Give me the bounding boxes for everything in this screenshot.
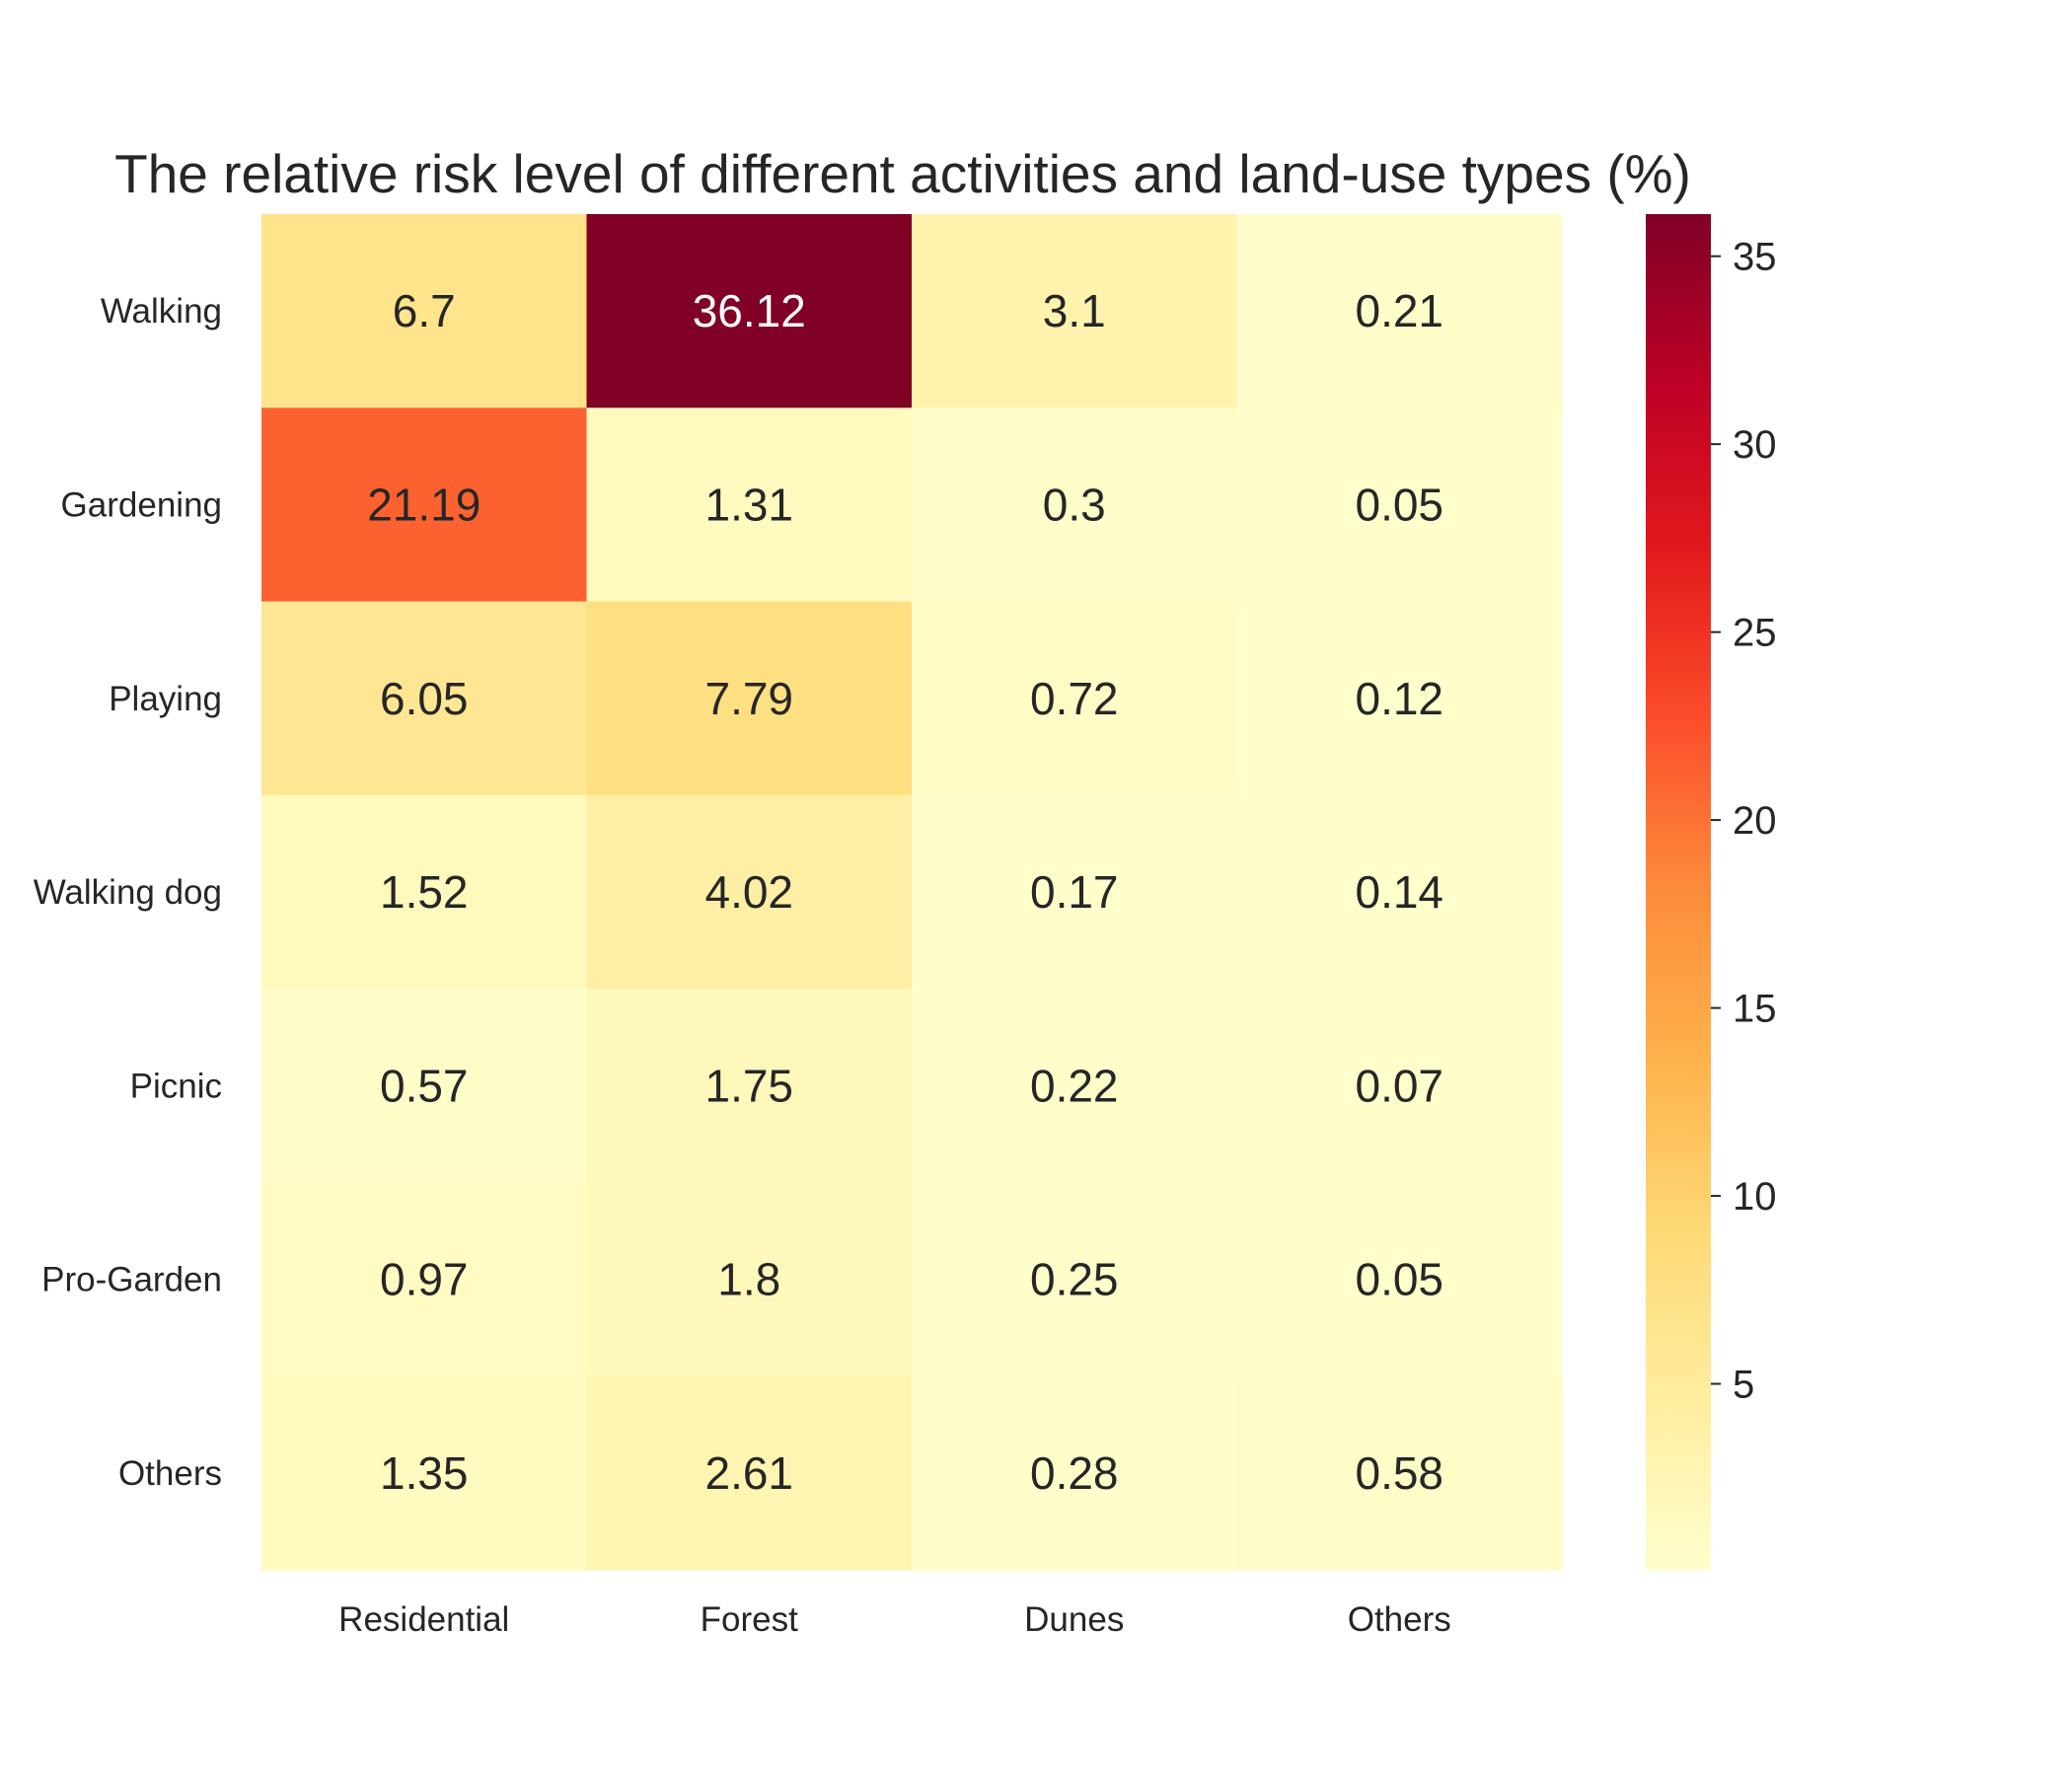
cell-value-label: 6.7: [393, 285, 456, 336]
heatmap-cell: [1236, 407, 1563, 603]
heatmap-cell: [586, 601, 913, 796]
cell-value-label: 7.79: [704, 673, 793, 724]
colorbar-tick-label: 35: [1733, 236, 1777, 279]
heatmap-cell: [912, 601, 1238, 796]
cell-value-label: 0.21: [1355, 285, 1443, 336]
cell-value-label: 0.05: [1355, 479, 1443, 530]
row-tick-label: Walking dog: [34, 873, 222, 912]
heatmap-cell: [261, 1182, 588, 1377]
cell-value-label: 0.22: [1030, 1060, 1119, 1111]
cell-value-label: 21.19: [367, 479, 481, 530]
heatmap-cell: [261, 601, 588, 796]
chart-title: The relative risk level of different act…: [114, 143, 1691, 204]
cell-value-label: 0.05: [1355, 1254, 1443, 1305]
cell-value-label: 0.12: [1355, 673, 1443, 724]
heatmap-cell: [912, 214, 1238, 408]
heatmap-cell: [912, 1182, 1238, 1377]
colorbar-tick-label: 15: [1733, 988, 1777, 1031]
heatmap-cell: [261, 214, 588, 408]
heatmap-cell: [586, 989, 913, 1184]
heatmap-cell: [586, 407, 913, 603]
cell-value-label: 0.07: [1355, 1060, 1443, 1111]
cell-value-label: 1.31: [704, 479, 793, 530]
heatmap-cell: [586, 1182, 913, 1377]
cell-value-label: 36.12: [693, 285, 806, 336]
heatmap-cell: [1236, 214, 1563, 408]
row-tick-label: Picnic: [130, 1067, 222, 1105]
row-tick-label: Pro-Garden: [41, 1261, 222, 1299]
cell-value-label: 6.05: [380, 673, 469, 724]
cell-value-label: 0.17: [1030, 866, 1119, 918]
heatmap-cell: [1236, 989, 1563, 1184]
heatmap-cell: [586, 1375, 913, 1571]
cell-value-label: 0.58: [1355, 1447, 1443, 1499]
row-tick-label: Walking: [101, 292, 222, 331]
cell-value-label: 1.75: [704, 1060, 793, 1111]
cell-value-label: 0.25: [1030, 1254, 1119, 1305]
colorbar-tick-label: 25: [1733, 612, 1777, 655]
cell-value-label: 0.97: [380, 1254, 469, 1305]
cell-value-label: 2.61: [704, 1447, 793, 1499]
heatmap-cell-labels: 6.7 36.12 3.1 0.21 21.19 1.31 0.3 0.05 6.05 7.79 0…: [367, 285, 1443, 1499]
column-tick-label: Residential: [338, 1600, 509, 1639]
column-tick-label: Others: [1348, 1600, 1451, 1639]
heatmap-cell: [912, 1375, 1238, 1571]
cell-value-label: 0.28: [1030, 1447, 1119, 1499]
row-tick-labels: Walking Gardening Playing Walking dog Picnic…: [34, 292, 222, 1493]
colorbar-tick-label: 20: [1733, 799, 1777, 843]
heatmap-cell: [912, 407, 1238, 603]
cell-value-label: 1.52: [380, 866, 469, 918]
cell-value-label: 0.72: [1030, 673, 1119, 724]
heatmap-cell: [261, 407, 588, 603]
heatmap-cell: [261, 1375, 588, 1571]
column-tick-label: Dunes: [1024, 1600, 1124, 1639]
heatmap-cell: [1236, 794, 1563, 990]
heatmap-cell: [261, 794, 588, 990]
heatmap-cell: [1236, 1375, 1563, 1571]
cell-value-label: 1.8: [717, 1254, 780, 1305]
cell-value-label: 1.35: [380, 1447, 469, 1499]
cell-value-label: 0.57: [380, 1060, 469, 1111]
cell-value-label: 0.14: [1355, 866, 1443, 918]
row-tick-label: Playing: [109, 680, 222, 718]
heatmap-cell: [912, 989, 1238, 1184]
column-tick-labels: Residential Forest Dunes Others: [338, 1600, 1451, 1639]
heatmap-cell: [261, 989, 588, 1184]
colorbar-tick-label: 5: [1733, 1364, 1754, 1407]
row-tick-label: Gardening: [61, 485, 222, 524]
column-tick-label: Forest: [701, 1600, 798, 1639]
cell-value-label: 4.02: [704, 866, 793, 918]
cell-value-label: 0.3: [1043, 479, 1106, 530]
colorbar-tick-label: 10: [1733, 1175, 1777, 1219]
colorbar: 5 10 15 20 25 30 35: [1646, 214, 1777, 1571]
heatmap-cells: [261, 214, 1563, 1571]
heatmap-cell: [586, 214, 913, 408]
colorbar-gradient: [1646, 214, 1711, 1571]
row-tick-label: Others: [118, 1454, 222, 1493]
heatmap-cell: [1236, 601, 1563, 796]
cell-value-label: 3.1: [1043, 285, 1106, 336]
heatmap-cell: [586, 794, 913, 990]
heatmap-cell: [912, 794, 1238, 990]
colorbar-tick-label: 30: [1733, 423, 1777, 467]
heatmap-cell: [1236, 1182, 1563, 1377]
